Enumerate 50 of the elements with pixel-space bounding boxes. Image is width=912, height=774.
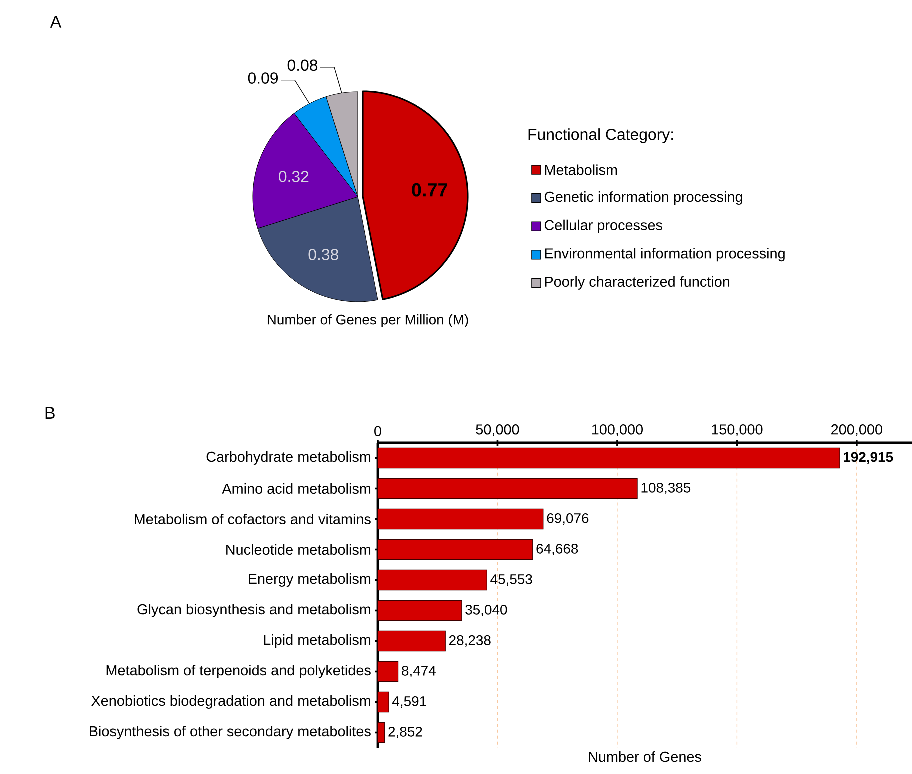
legend-label: Metabolism xyxy=(545,164,618,176)
y-tick-label: Glycan biosynthesis and metabolism xyxy=(138,604,371,618)
y-tick-label: Carbohydrate metabolism xyxy=(206,452,371,465)
bar xyxy=(378,539,534,560)
y-tick-label: Biosynthesis of other secondary metabolites xyxy=(90,726,371,740)
data-label: 0.77 xyxy=(412,183,448,197)
bar xyxy=(378,630,446,652)
y-tick-label: Metabolism of cofactors and vitamins xyxy=(135,514,371,525)
bar xyxy=(378,692,390,713)
y-tick-label: Lipid metabolism xyxy=(264,634,371,648)
x-axis-title: Number of Genes xyxy=(589,752,702,762)
y-tick-label: Metabolism of terpenoids and polyketides xyxy=(106,665,371,678)
bar xyxy=(378,448,840,469)
data-label: 0.09 xyxy=(248,72,278,84)
legend-label: Genetic information processing xyxy=(544,192,742,206)
bar xyxy=(378,478,638,500)
data-label: 2,852 xyxy=(388,726,422,739)
x-tick-label: 200,000 xyxy=(832,424,882,436)
data-label: 0.08 xyxy=(288,60,318,72)
data-label: 0.32 xyxy=(279,171,309,182)
y-tick-label: Nucleotide metabolism xyxy=(226,544,371,556)
text: B xyxy=(46,407,55,419)
y-tick-label: Energy metabolism xyxy=(249,574,371,587)
bar xyxy=(378,570,488,591)
legend-label: Poorly characterized function xyxy=(545,276,730,290)
data-label: 28,238 xyxy=(450,635,491,648)
text: A xyxy=(50,16,62,28)
data-label: 69,076 xyxy=(547,513,589,526)
data-label: 192,915 xyxy=(844,452,894,464)
x-tick-label: 150,000 xyxy=(712,424,763,436)
data-label: 64,668 xyxy=(536,544,578,556)
legend-label: Cellular processes xyxy=(544,220,662,234)
bar xyxy=(378,600,462,622)
y-tick-label: Amino acid metabolism xyxy=(222,483,371,494)
legend-title: Functional Category: xyxy=(528,128,674,144)
data-label: 35,040 xyxy=(466,604,508,617)
x-tick-label: 100,000 xyxy=(592,424,643,436)
y-tick-label: Xenobiotics biodegradation and metabolism xyxy=(92,696,370,709)
data-label: 4,591 xyxy=(392,696,426,708)
bar xyxy=(378,661,399,682)
bar xyxy=(378,508,544,530)
data-label: 0.38 xyxy=(308,249,338,260)
text: Number of Genes per Million (M) xyxy=(268,314,468,328)
x-tick-label: 0 xyxy=(374,426,382,436)
data-label: 8,474 xyxy=(402,666,436,678)
x-tick-label: 50,000 xyxy=(476,424,520,436)
data-label: 108,385 xyxy=(642,482,691,495)
bar xyxy=(378,722,386,744)
legend-label: Environmental information processing xyxy=(545,248,785,262)
data-label: 45,553 xyxy=(490,574,532,586)
